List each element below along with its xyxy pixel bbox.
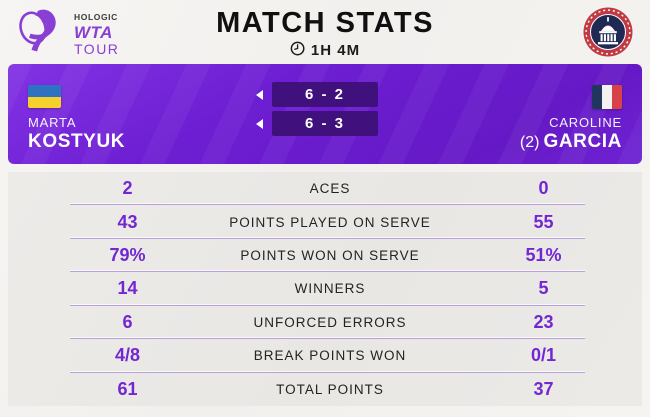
- stat-value-left: 4/8: [114, 345, 141, 366]
- clock-icon: [290, 41, 305, 60]
- wta-label: WTA: [74, 22, 113, 42]
- stat-label: WINNERS: [294, 281, 366, 297]
- stat-value-right: 55: [533, 211, 554, 232]
- match-duration: 1H 4M: [216, 41, 434, 60]
- player-right-seed: (2): [519, 134, 540, 152]
- wta-player-icon: [16, 6, 68, 63]
- player-right-last-name: GARCIA: [543, 131, 622, 153]
- stat-value-right: 51%: [525, 245, 562, 266]
- stat-value-right: 0/1: [530, 345, 557, 366]
- duration-value: 1H 4M: [310, 42, 361, 60]
- stat-label: POINTS WON ON SERVE: [240, 248, 420, 264]
- set-winner-arrow-icon: [256, 118, 263, 129]
- tour-label: TOUR: [74, 40, 120, 57]
- stat-label: POINTS PLAYED ON SERVE: [229, 214, 431, 230]
- stat-value-right: 23: [533, 311, 554, 332]
- stat-row: 79% POINTS WON ON SERVE 51%: [8, 239, 642, 273]
- page-title: MATCH STATS: [216, 7, 434, 39]
- stat-row: 61 TOTAL POINTS 37: [8, 373, 642, 406]
- tournament-logo: [580, 4, 636, 65]
- title-block: MATCH STATS 1H 4M: [216, 8, 434, 60]
- stat-value-left: 2: [122, 178, 133, 199]
- stat-row: 14 WINNERS 5: [8, 272, 642, 307]
- player-left: MARTA KOSTYUK: [28, 115, 126, 153]
- header: HOLOGIC WTA TOUR MATCH STATS 1H 4M: [0, 0, 650, 64]
- stat-label: ACES: [309, 181, 351, 197]
- set-score-row: 6 - 3: [256, 111, 378, 136]
- stat-label: UNFORCED ERRORS: [253, 314, 407, 330]
- stat-value-left: 43: [117, 211, 138, 232]
- stat-row: 2 ACES 0: [8, 172, 642, 206]
- hologic-label: HOLOGIC: [74, 12, 118, 23]
- set-score-row: 6 - 2: [256, 82, 378, 107]
- stat-value-left: 6: [122, 311, 133, 332]
- stats-table: 2 ACES 0 43 POINTS PLAYED ON SERVE 55 79…: [8, 172, 642, 406]
- score-banner: MARTA KOSTYUK 6 - 2 6 - 3 CAROLINE (2) GA…: [8, 64, 642, 164]
- stat-label: TOTAL POINTS: [276, 381, 384, 397]
- capitol-emblem-icon: [580, 7, 636, 64]
- player-left-first-name: MARTA: [28, 115, 77, 131]
- stat-value-right: 0: [538, 178, 549, 199]
- stat-value-right: 5: [538, 278, 549, 299]
- player-right: CAROLINE (2) GARCIA: [519, 115, 622, 153]
- stat-value-left: 79%: [109, 245, 146, 266]
- stat-value-left: 14: [117, 278, 138, 299]
- stat-row: 6 UNFORCED ERRORS 23: [8, 306, 642, 340]
- player-left-last-name: KOSTYUK: [28, 131, 126, 153]
- set-1-score: 6 - 2: [272, 82, 378, 107]
- set-winner-arrow-icon: [256, 89, 263, 100]
- france-flag: [592, 85, 622, 109]
- wta-tour-logo: HOLOGIC WTA TOUR: [16, 6, 119, 63]
- set-scores: 6 - 2 6 - 3: [256, 82, 378, 136]
- player-right-first-name: CAROLINE: [549, 115, 622, 131]
- stat-value-left: 61: [117, 378, 138, 399]
- set-2-score: 6 - 3: [272, 111, 378, 136]
- stat-row: 43 POINTS PLAYED ON SERVE 55: [8, 205, 642, 240]
- stat-row: 4/8 BREAK POINTS WON 0/1: [8, 339, 642, 373]
- stat-value-right: 37: [533, 378, 554, 399]
- ukraine-flag: [28, 85, 61, 108]
- stat-label: BREAK POINTS WON: [253, 348, 407, 364]
